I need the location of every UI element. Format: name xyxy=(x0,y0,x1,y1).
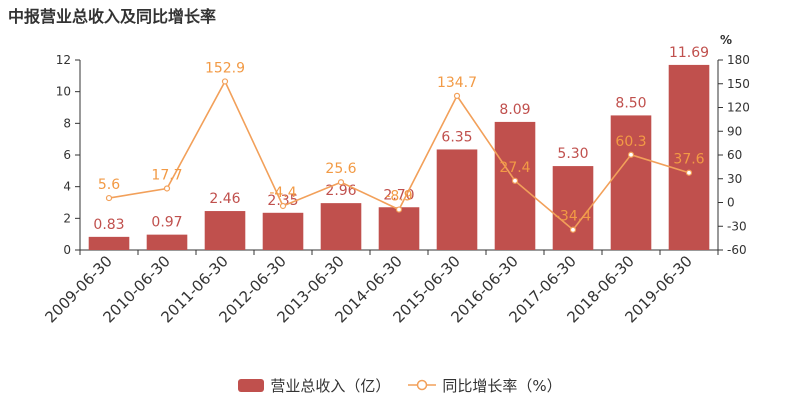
y-left-tick-label: 8 xyxy=(63,116,71,130)
bar-data-label: 11.69 xyxy=(669,45,709,61)
growth-data-label: 5.6 xyxy=(98,177,120,193)
legend-item-growth[interactable]: 同比增长率（%） xyxy=(408,375,562,396)
y-right-tick-label: 30 xyxy=(727,172,742,186)
legend-label-revenue: 营业总收入（亿） xyxy=(270,376,391,395)
chart-title: 中报营业总收入及同比增长率 xyxy=(8,7,217,26)
y-right-tick-label: 120 xyxy=(727,101,750,115)
bar-data-label: 0.83 xyxy=(93,217,124,233)
growth-data-label: -34.4 xyxy=(555,209,591,225)
y-right-tick-label: 150 xyxy=(727,77,750,91)
y-left-tick-label: 6 xyxy=(63,148,71,162)
bar xyxy=(320,203,362,250)
y-left-tick-label: 0 xyxy=(63,243,71,257)
bar xyxy=(204,211,246,250)
y-left-tick-label: 12 xyxy=(56,53,71,67)
legend-line-swatch xyxy=(408,379,437,391)
bar-data-label: 8.09 xyxy=(499,102,530,118)
growth-data-label: -8.9 xyxy=(385,189,412,205)
y-left-tick-label: 4 xyxy=(63,180,71,194)
growth-data-label: 37.6 xyxy=(673,152,704,168)
y-right-unit-label: % xyxy=(720,33,732,47)
y-left-tick-label: 2 xyxy=(63,211,71,225)
growth-point xyxy=(279,202,287,210)
legend-bar-swatch xyxy=(238,378,265,392)
growth-data-label: -4.4 xyxy=(269,185,296,201)
bar-data-label: 2.46 xyxy=(209,191,240,207)
growth-data-label: 27.4 xyxy=(499,160,530,176)
growth-point xyxy=(395,206,403,213)
growth-point xyxy=(163,185,171,192)
legend: 营业总收入（亿） 同比增长率（%） xyxy=(0,372,800,398)
legend-label-growth: 同比增长率（%） xyxy=(442,376,562,395)
y-right-tick-label: 180 xyxy=(727,53,750,67)
bar xyxy=(436,149,478,250)
growth-point xyxy=(511,177,519,184)
growth-point xyxy=(569,226,577,233)
bar-data-label: 8.50 xyxy=(615,95,646,111)
y-right-tick-label: 90 xyxy=(727,124,742,138)
bar-data-label: 2.70 xyxy=(383,187,414,203)
bar-data-label: 2.96 xyxy=(325,183,356,199)
growth-point xyxy=(221,78,229,85)
bar xyxy=(668,64,710,251)
growth-point xyxy=(337,179,345,186)
growth-point xyxy=(105,194,113,202)
y-right-tick-label: -60 xyxy=(727,243,747,257)
growth-data-label: 60.3 xyxy=(615,134,646,150)
growth-point xyxy=(685,169,693,176)
bar xyxy=(378,207,420,250)
bar xyxy=(610,115,652,251)
bar xyxy=(262,212,304,250)
bar xyxy=(552,166,594,250)
y-right-tick-label: 60 xyxy=(727,148,742,162)
bar-data-label: 5.30 xyxy=(557,146,588,162)
growth-data-label: 25.6 xyxy=(325,161,356,177)
y-right-tick-label: -30 xyxy=(727,219,747,233)
bar xyxy=(146,234,188,250)
bar xyxy=(88,236,130,250)
growth-data-label: 17.7 xyxy=(151,167,182,183)
growth-data-label: 134.7 xyxy=(437,75,477,91)
growth-data-label: 152.9 xyxy=(205,60,245,76)
legend-item-revenue[interactable]: 营业总收入（亿） xyxy=(238,375,390,396)
growth-point xyxy=(453,92,461,99)
bar xyxy=(494,121,536,251)
bar-data-label: 6.35 xyxy=(441,129,472,145)
y-left-tick-label: 10 xyxy=(56,85,71,99)
growth-point xyxy=(627,151,635,158)
bar-data-label: 2.35 xyxy=(267,193,298,209)
y-right-tick-label: 0 xyxy=(727,196,735,210)
bar-data-label: 0.97 xyxy=(151,215,182,231)
